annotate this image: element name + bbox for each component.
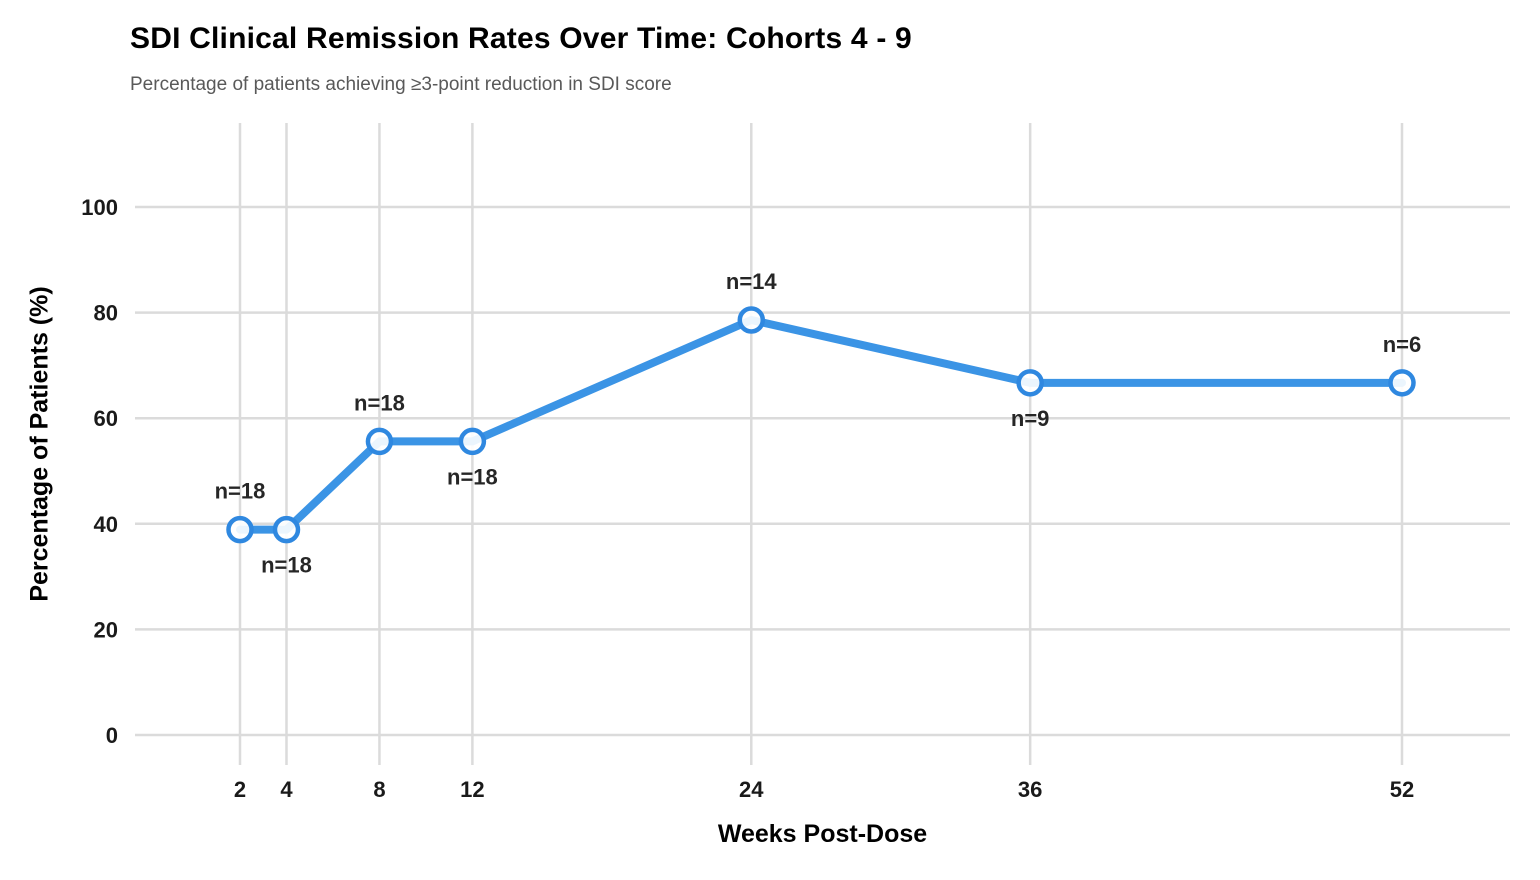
y-tick-label: 40 — [94, 512, 118, 537]
data-point-marker — [1016, 369, 1044, 397]
chart-title: SDI Clinical Remission Rates Over Time: … — [130, 22, 912, 55]
x-axis-title: Weeks Post-Dose — [717, 820, 928, 848]
data-point-label: n=18 — [354, 390, 405, 415]
data-point-label: n=6 — [1383, 332, 1422, 357]
y-tick-label: 80 — [94, 301, 118, 326]
x-tick-label: 36 — [1018, 777, 1042, 802]
x-tick-label: 2 — [234, 777, 246, 802]
data-point-label: n=18 — [447, 464, 498, 489]
y-tick-label: 60 — [94, 406, 118, 431]
x-tick-label: 12 — [460, 777, 484, 802]
y-tick-label: 20 — [94, 617, 118, 642]
chart-subtitle: Percentage of patients achieving ≥3-poin… — [130, 74, 672, 95]
series-line — [236, 315, 1406, 534]
y-tick-label: 0 — [106, 723, 118, 748]
data-point-label: n=9 — [1011, 406, 1050, 431]
x-tick-label: 52 — [1390, 777, 1414, 802]
y-tick-label: 100 — [81, 195, 118, 220]
x-tick-label: 4 — [280, 777, 293, 802]
data-point-label: n=18 — [261, 553, 312, 578]
data-point-marker — [458, 427, 487, 456]
data-point-marker — [226, 515, 254, 544]
data-point-marker — [1388, 369, 1416, 397]
data-point-label: n=14 — [726, 269, 778, 294]
data-point-marker — [272, 515, 301, 544]
x-tick-label: 8 — [373, 777, 385, 802]
data-point-label: n=18 — [215, 479, 266, 504]
x-tick-label: 24 — [739, 777, 764, 802]
data-point-marker — [365, 427, 394, 456]
data-point-marker — [737, 306, 766, 334]
